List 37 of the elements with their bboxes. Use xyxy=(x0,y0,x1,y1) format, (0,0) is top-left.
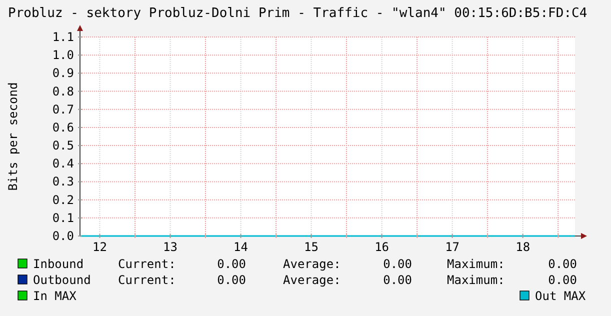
y-tick-label: 0.2 xyxy=(52,192,74,207)
text: 0.00 xyxy=(383,273,412,287)
x-tick-label: 14 xyxy=(234,240,248,254)
y-tick-label: 0.5 xyxy=(52,138,74,153)
legend-label: Inbound xyxy=(33,257,84,271)
x-tick-label: 18 xyxy=(516,240,530,254)
text: 0.00 xyxy=(383,257,412,271)
text: Current: xyxy=(118,273,176,287)
chart-title: Probluz - sektory Probluz-Dolni Prim - Traffic - "wlan4" 00:15:6D:B5:FD:C4 xyxy=(8,6,588,21)
text: 0.00 xyxy=(217,273,246,287)
x-tick-label: 13 xyxy=(163,240,178,254)
y-tick-label: 0.9 xyxy=(52,66,74,80)
y-tick-label: 0.0 xyxy=(52,229,74,243)
text: Current: xyxy=(118,257,176,271)
text: Average: xyxy=(283,257,341,271)
text: Maximum: xyxy=(447,273,505,287)
y-tick-label: 0.4 xyxy=(52,156,74,171)
y-axis-title: Bits per second xyxy=(6,82,20,191)
y-tick-label: 0.3 xyxy=(52,174,74,189)
text: Average: xyxy=(283,273,341,287)
y-tick-label: 0.7 xyxy=(52,102,74,116)
legend-label: In MAX xyxy=(33,289,78,303)
text: 0.00 xyxy=(548,257,577,271)
x-tick-label: 16 xyxy=(374,240,390,254)
legend-label: Outbound xyxy=(33,273,91,287)
text: 0.00 xyxy=(217,257,246,271)
x-tick-label: 17 xyxy=(445,240,460,254)
y-tick-label: 0.1 xyxy=(52,210,74,225)
text: Maximum: xyxy=(447,257,505,271)
y-tick-label: 1.0 xyxy=(52,48,74,62)
y-tick-label: 1.1 xyxy=(52,30,74,44)
x-tick-label: 12 xyxy=(92,240,107,254)
y-tick-label: 0.8 xyxy=(52,84,74,98)
x-tick-label: 15 xyxy=(304,240,319,254)
legend-label: Out MAX xyxy=(535,289,586,303)
y-tick-label: 0.6 xyxy=(52,120,74,134)
text: 0.00 xyxy=(548,273,577,287)
